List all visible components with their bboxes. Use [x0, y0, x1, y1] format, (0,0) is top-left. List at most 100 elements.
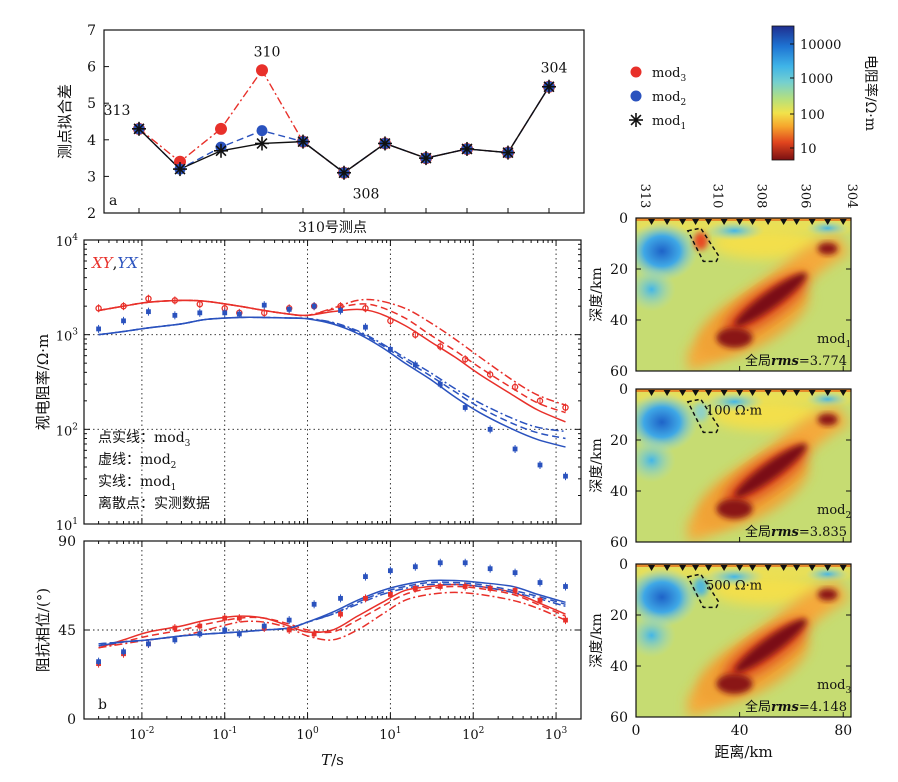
legend-label: mod1	[652, 114, 686, 132]
section-mod2	[636, 389, 851, 542]
rho-obs-xy	[486, 371, 494, 378]
rho-title: 310号测点	[298, 220, 367, 236]
rho-ytick-label: 102	[56, 422, 78, 439]
legend-sep: ,	[113, 254, 118, 272]
misfit-point-mod1	[255, 136, 269, 151]
legend-label: mod3	[652, 66, 686, 84]
phase-fit-XY-mod2	[98, 585, 566, 649]
section-target-outline	[686, 398, 720, 434]
station-marker	[764, 390, 772, 396]
legend-label-sub: 3	[680, 74, 686, 84]
section-surface-strip	[636, 564, 851, 567]
legend-marker-mod3	[630, 66, 642, 78]
station-label: 310	[710, 184, 725, 209]
rho-ytick-label-base: 10	[56, 519, 73, 534]
line-style-legend-text: 实线：mod	[98, 474, 171, 490]
section-conductor-core	[817, 588, 838, 601]
section-conductor-core	[734, 443, 807, 498]
rho-obs-yx	[487, 426, 493, 432]
phase-xtick-label-base: 10	[296, 728, 313, 743]
station-marker	[780, 565, 788, 571]
section-resistive-body	[636, 567, 698, 628]
section-resistive-body	[805, 220, 850, 237]
station-marker	[648, 565, 656, 571]
section-ytick-label: 60	[610, 710, 628, 726]
colorbar: 10000 1000 100 10 电阻率/Ω·m	[771, 25, 879, 161]
section-rms: 全局rms=3.774	[745, 353, 847, 369]
section-conductor-core	[734, 618, 807, 673]
section-resistive-body	[704, 391, 765, 412]
phase-obs-yx	[487, 566, 493, 572]
line-style-legend: 实线：mod1	[98, 474, 176, 493]
misfit-ytick-label: 3	[87, 169, 96, 185]
phase-obs-yx	[437, 560, 443, 566]
section-frame	[635, 388, 852, 543]
rho-obs-yx	[172, 312, 178, 318]
misfit-point-mod2	[256, 125, 268, 137]
section-model-name-sub: 3	[845, 686, 851, 696]
section-rms-value: =3.774	[799, 354, 847, 369]
colorbar-tick-label: 10	[800, 142, 817, 157]
section-frame	[635, 563, 852, 718]
section-target-outline	[686, 227, 720, 263]
misfit-point-mod1-arm	[338, 167, 350, 179]
misfit-point-mod1	[460, 141, 474, 156]
rho-obs-xy	[437, 343, 444, 350]
section-mod1	[636, 218, 851, 371]
rho-ytick-label-exp: 2	[72, 422, 78, 432]
legend-xy: XY	[91, 254, 115, 272]
misfit-ylabel: 测点拟合差	[56, 84, 74, 159]
phase-obs-xy	[563, 617, 568, 623]
section-ytick-label: 60	[610, 535, 628, 551]
misfit-point-mod1-arm	[174, 163, 186, 175]
misfit-line-mod1	[138, 86, 550, 174]
station-marker	[824, 565, 832, 571]
misfit-ytick-label: 7	[87, 23, 96, 39]
section-ylabel: 深度/km	[589, 613, 605, 667]
phase-obs-xy	[172, 625, 178, 631]
station-marker	[808, 390, 816, 396]
misfit-ytick-label: 2	[87, 206, 96, 222]
section-model-name-sub: 1	[845, 340, 851, 350]
line-style-legend-sub: 2	[171, 461, 177, 471]
section-model-name-base: mod	[817, 678, 845, 693]
section-resistive-body	[636, 221, 698, 282]
misfit-point-mod1	[419, 151, 433, 166]
misfit-point-mod1	[132, 121, 146, 136]
phase-xtick-label-exp: 2	[479, 726, 485, 736]
colorbar-label: 电阻率/Ω·m	[862, 55, 879, 131]
station-marker	[793, 219, 801, 225]
rho-obs-xy	[511, 383, 519, 391]
phase-xtick-label-base: 10	[379, 728, 396, 743]
phase-obs-yx	[172, 637, 178, 643]
phase-obs-xy	[512, 588, 518, 593]
station-marker	[648, 390, 656, 396]
section-ylabel: 深度/km	[589, 438, 605, 492]
phase-obs-yx	[512, 570, 518, 576]
misfit-point-mod1-arm	[543, 81, 555, 93]
section-resistive-body	[805, 391, 850, 408]
rho-obs-yx	[121, 318, 126, 324]
section-xtick-label: 80	[834, 723, 852, 739]
phase-xlabel-var: T	[321, 751, 332, 769]
misfit-point-mod3	[256, 64, 268, 77]
phase-obs-yx	[338, 595, 343, 601]
section-resistive-body	[636, 267, 676, 312]
station-marker	[692, 390, 700, 396]
rho-fit-YX-mod1	[98, 316, 566, 448]
line-style-legend-sub: 3	[185, 439, 191, 449]
phase-xtick-label: 102	[462, 726, 484, 743]
station-marker	[839, 565, 847, 571]
phase-obs-xy	[462, 584, 468, 589]
phase-xtick-label-base: 10	[545, 728, 562, 743]
rho-ytick-label-exp: 3	[72, 328, 78, 338]
phase-obs-xy	[363, 595, 368, 601]
phase-obs-yx	[222, 627, 228, 633]
phase-obs-xy	[286, 627, 292, 633]
phase-xtick-label-exp: -2	[146, 726, 155, 736]
station-marker	[705, 219, 713, 225]
rho-obs-yx	[563, 473, 568, 479]
phase-obs-yx	[261, 623, 267, 629]
misfit-point-mod1	[173, 162, 187, 177]
